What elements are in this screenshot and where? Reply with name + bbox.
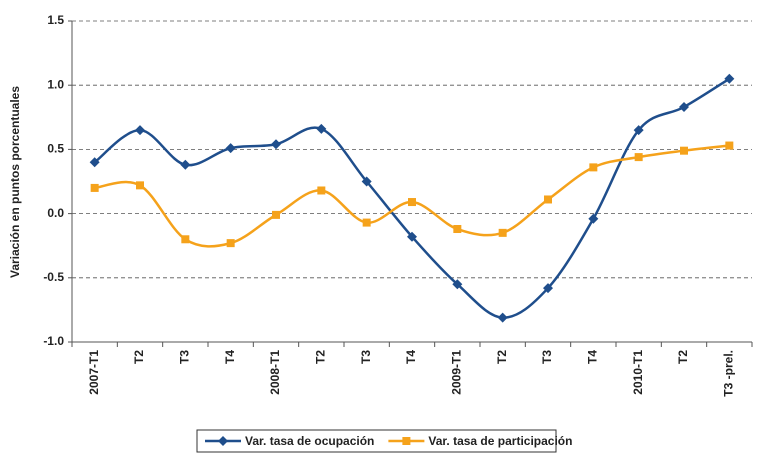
x-tick-label: T2 bbox=[314, 350, 328, 364]
series-line bbox=[93, 77, 730, 319]
marker bbox=[634, 153, 643, 162]
marker bbox=[497, 312, 508, 323]
marker bbox=[272, 210, 280, 219]
legend-label: Var. tasa de ocupación bbox=[245, 434, 374, 448]
x-tick-label: 2010-T1 bbox=[631, 350, 645, 395]
marker bbox=[589, 163, 598, 172]
marker bbox=[316, 123, 327, 134]
x-tick-label: T2 bbox=[495, 350, 509, 364]
series-line bbox=[94, 144, 730, 248]
marker bbox=[181, 235, 190, 244]
x-tick-label: T4 bbox=[223, 350, 237, 364]
legend-label: Var. tasa de participación bbox=[428, 434, 572, 448]
x-tick-label: T3 bbox=[178, 350, 192, 364]
x-tick-label: T3 bbox=[540, 350, 554, 364]
marker bbox=[680, 146, 688, 155]
marker bbox=[361, 176, 372, 187]
marker bbox=[90, 183, 99, 192]
marker bbox=[725, 141, 734, 150]
marker bbox=[544, 195, 552, 204]
y-tick-label: 1.5 bbox=[47, 13, 64, 27]
y-tick-label: -0.5 bbox=[43, 270, 64, 284]
marker bbox=[271, 139, 281, 150]
x-tick-label: 2009-T1 bbox=[450, 350, 464, 395]
marker bbox=[225, 143, 236, 154]
marker bbox=[317, 186, 326, 195]
legend-marker bbox=[402, 437, 411, 445]
y-axis-label: Variación en puntos porcentuales bbox=[8, 86, 22, 278]
y-tick-label: -1.0 bbox=[43, 334, 64, 348]
marker bbox=[452, 279, 463, 290]
marker bbox=[407, 231, 417, 242]
y-tick-label: 1.0 bbox=[47, 77, 64, 91]
x-tick-label: 2008-T1 bbox=[268, 350, 282, 395]
marker bbox=[180, 159, 191, 170]
x-tick-label: T4 bbox=[586, 350, 600, 364]
x-tick-label: T4 bbox=[404, 350, 418, 364]
legend-box bbox=[196, 429, 557, 453]
marker bbox=[226, 239, 235, 248]
marker bbox=[362, 218, 371, 227]
x-tick-label: T2 bbox=[676, 350, 690, 364]
x-tick-label: T2 bbox=[132, 350, 146, 364]
marker bbox=[408, 198, 416, 207]
marker bbox=[724, 73, 735, 84]
marker bbox=[89, 157, 100, 168]
marker bbox=[633, 125, 644, 136]
legend-marker bbox=[218, 436, 228, 446]
marker bbox=[543, 283, 553, 294]
marker bbox=[453, 225, 462, 234]
y-tick-label: 0.5 bbox=[47, 142, 64, 156]
marker bbox=[679, 102, 689, 113]
x-tick-label: 2007-T1 bbox=[87, 350, 101, 395]
marker bbox=[136, 181, 144, 190]
x-tick-label: T3 -prel. bbox=[722, 350, 736, 397]
marker bbox=[588, 213, 599, 224]
marker bbox=[498, 228, 507, 237]
x-tick-label: T3 bbox=[359, 350, 373, 364]
marker bbox=[135, 125, 145, 136]
y-tick-label: 0.0 bbox=[47, 206, 64, 220]
